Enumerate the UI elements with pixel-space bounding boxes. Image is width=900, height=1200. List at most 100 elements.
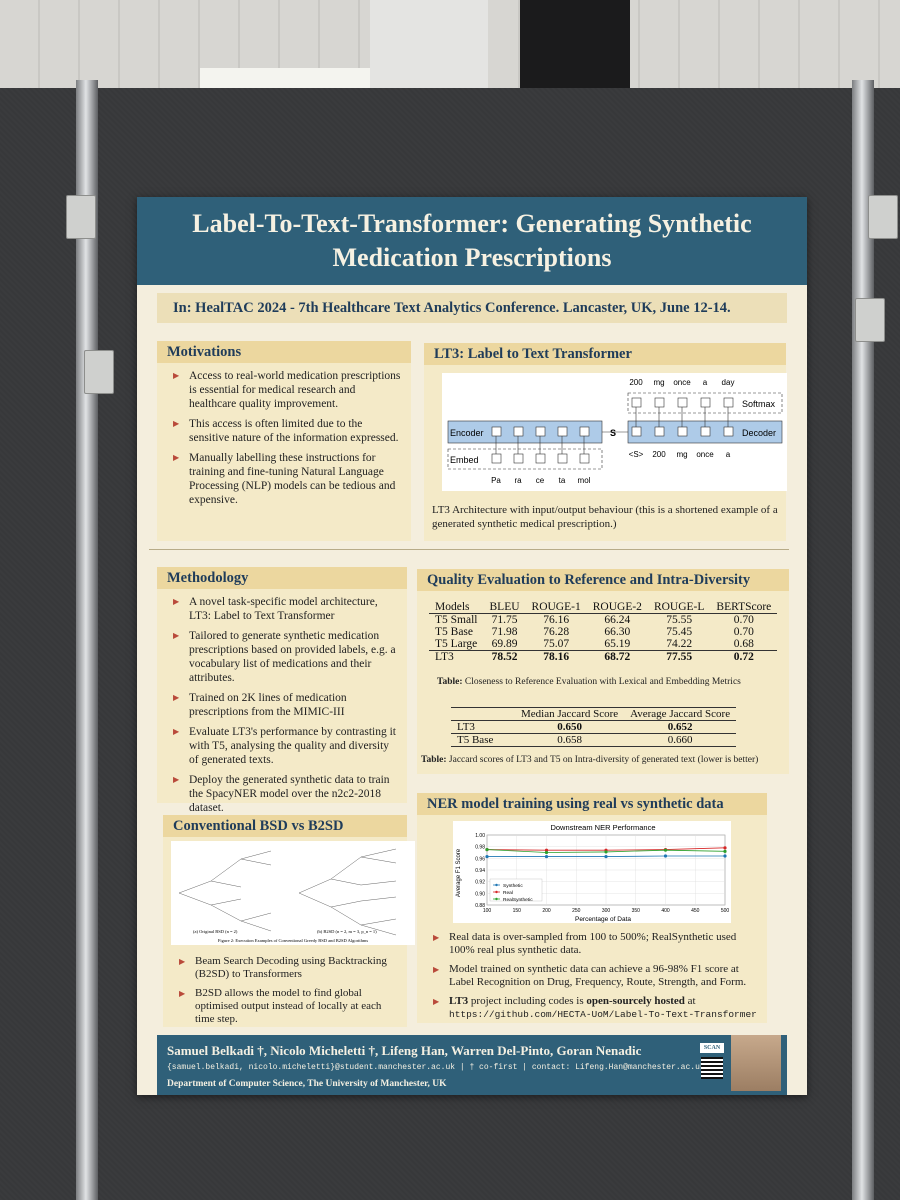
s-label: S	[610, 428, 616, 438]
list-item: Deploy the generated synthetic data to t…	[173, 773, 399, 815]
lt3-heading: LT3: Label to Text Transformer	[424, 343, 786, 365]
chart-title: Downstream NER Performance	[550, 823, 655, 832]
data-point	[723, 849, 727, 853]
list-item: Trained on 2K lines of medication prescr…	[173, 691, 399, 719]
table-header: ROUGE-2	[592, 601, 642, 613]
ner-heading: NER model training using real vs synthet…	[417, 793, 767, 815]
decoder-input-token: once	[696, 450, 714, 459]
decoder-input-token: 200	[652, 450, 666, 459]
output-token: mg	[653, 378, 664, 387]
bsd-list: Beam Search Decoding using Backtracking …	[179, 955, 399, 1032]
table-header: Average Jaccard Score	[630, 708, 731, 720]
y-tick-label: 0.96	[475, 856, 485, 862]
table-cell: 0.652	[667, 721, 693, 733]
data-point	[723, 846, 727, 850]
input-token: Pa	[491, 476, 501, 485]
legend-label: Real	[503, 890, 513, 896]
list-item: Evaluate LT3's performance by contrastin…	[173, 725, 399, 767]
table-cell: T5 Large	[435, 638, 478, 650]
table-header: BLEU	[489, 601, 520, 613]
poster: Label-To-Text-Transformer: Generating Sy…	[137, 197, 807, 1095]
table-header: ROUGE-1	[531, 601, 581, 613]
decoder-label: Decoder	[742, 428, 776, 438]
motivations-list: Access to real-world medication prescrip…	[173, 369, 403, 513]
table-cell: 68.72	[604, 651, 631, 663]
x-tick-label: 100	[483, 908, 492, 914]
table-cell: 78.16	[543, 651, 570, 663]
data-point	[604, 850, 608, 854]
table2-caption: Table: Jaccard scores of LT3 and T5 on I…	[421, 755, 758, 765]
list-item: Model trained on synthetic data can achi…	[433, 963, 759, 989]
input-token: ta	[559, 476, 566, 485]
chart-plot-area: 0.88 0.90 0.92 0.94 0.96 0.98 1.00 100 150 200 250…	[475, 833, 729, 914]
table-row: LT3 78.52 78.16 68.72 77.55 0.72	[429, 651, 777, 663]
motivations-panel: Motivations Access to real-world medicat…	[157, 341, 411, 541]
x-tick-label: 350	[632, 908, 641, 914]
tree-edges-b	[298, 848, 397, 936]
table-cell: 66.24	[604, 614, 631, 626]
board-clip	[66, 195, 96, 239]
y-tick-label: 1.00	[475, 833, 485, 839]
bsd-panel: Conventional BSD vs B2SD (a) Original BS…	[163, 815, 415, 1027]
data-point	[544, 848, 549, 852]
bsd-tree-figure: (a) Original BSD (n = 2) (b) B2SD (n = 2…	[171, 841, 415, 945]
decoder-input-token: a	[726, 450, 731, 459]
oss-suffix: at	[684, 995, 696, 1007]
table-header: ROUGE-L	[653, 601, 705, 613]
decoder-input-token: mg	[676, 450, 687, 459]
table-cell: LT3	[435, 651, 454, 663]
department-line: Department of Computer Science, The Univ…	[167, 1079, 447, 1089]
authors-footer: Samuel Belkadi †, Nicolo Micheletti †, L…	[157, 1035, 787, 1095]
table-cell: 0.68	[733, 638, 754, 650]
table-cell: 0.72	[733, 651, 754, 663]
table-header-row: Models BLEU ROUGE-1 ROUGE-2 ROUGE-L BERT…	[429, 601, 778, 614]
table-row: T5 Small 71.75 76.16 66.24 75.55 0.70	[429, 614, 777, 626]
author-photos	[731, 1035, 781, 1091]
list-item: Access to real-world medication prescrip…	[173, 369, 403, 411]
ner-performance-chart: Downstream NER Performance Percentage of…	[453, 821, 731, 923]
table-header: BERTScore	[716, 601, 772, 613]
left-pole	[76, 80, 98, 1200]
table-cell: 71.98	[491, 626, 518, 638]
github-link[interactable]: https://github.com/HECTA-UoM/Label-To-Te…	[449, 1009, 757, 1020]
x-tick-label: 500	[721, 908, 730, 914]
qr-code-icon	[701, 1057, 723, 1079]
y-tick-label: 0.90	[475, 891, 485, 897]
list-item: Tailored to generate synthetic medicatio…	[173, 629, 399, 685]
embed-label: Embed	[450, 455, 479, 465]
legend-marker	[495, 897, 498, 901]
decoder-input-tokens: <S> 200 mg once a	[629, 450, 731, 459]
x-tick-label: 450	[691, 908, 700, 914]
caption-label: Table:	[421, 755, 447, 765]
lt3-panel: LT3: Label to Text Transformer Encoder E…	[424, 343, 787, 541]
output-token: once	[673, 378, 691, 387]
x-tick-label: 150	[513, 908, 522, 914]
table-cell: 69.89	[491, 638, 518, 650]
data-point	[544, 854, 549, 859]
caption-label: Table:	[437, 677, 463, 687]
table-cell: 0.650	[557, 721, 582, 733]
legend-label: Synthetic	[503, 883, 523, 889]
bsd-heading: Conventional BSD vs B2SD	[163, 815, 407, 837]
board-clip	[868, 195, 898, 239]
y-tick-label: 0.98	[475, 845, 485, 851]
closeness-table: Models BLEU ROUGE-1 ROUGE-2 ROUGE-L BERT…	[429, 601, 778, 663]
table-cell: 76.28	[543, 626, 570, 638]
pillar	[370, 0, 488, 95]
list-item: LT3 project including codes is open-sour…	[433, 995, 759, 1021]
projector-mount	[520, 0, 630, 92]
board-clip	[84, 350, 114, 394]
table-row: T5 Large 69.89 75.07 65.19 74.22 0.68	[429, 638, 778, 651]
data-point	[604, 854, 608, 859]
data-point	[544, 850, 549, 855]
methodology-panel: Methodology A novel task-specific model …	[157, 567, 407, 814]
figure-caption: Figure 2: Execution Examples of Conventi…	[218, 938, 368, 943]
legend-box	[489, 878, 543, 902]
table-cell: 65.19	[604, 638, 631, 650]
encoder-cells	[491, 426, 590, 464]
table-cell: 0.658	[557, 734, 582, 746]
emails-line: {samuel.belkadi, nicolo.micheletti}@stud…	[167, 1063, 705, 1072]
legend-marker	[495, 890, 498, 894]
caption-text: Jaccard scores of LT3 and T5 on Intra-di…	[448, 755, 759, 765]
y-tick-label: 0.94	[475, 868, 485, 874]
